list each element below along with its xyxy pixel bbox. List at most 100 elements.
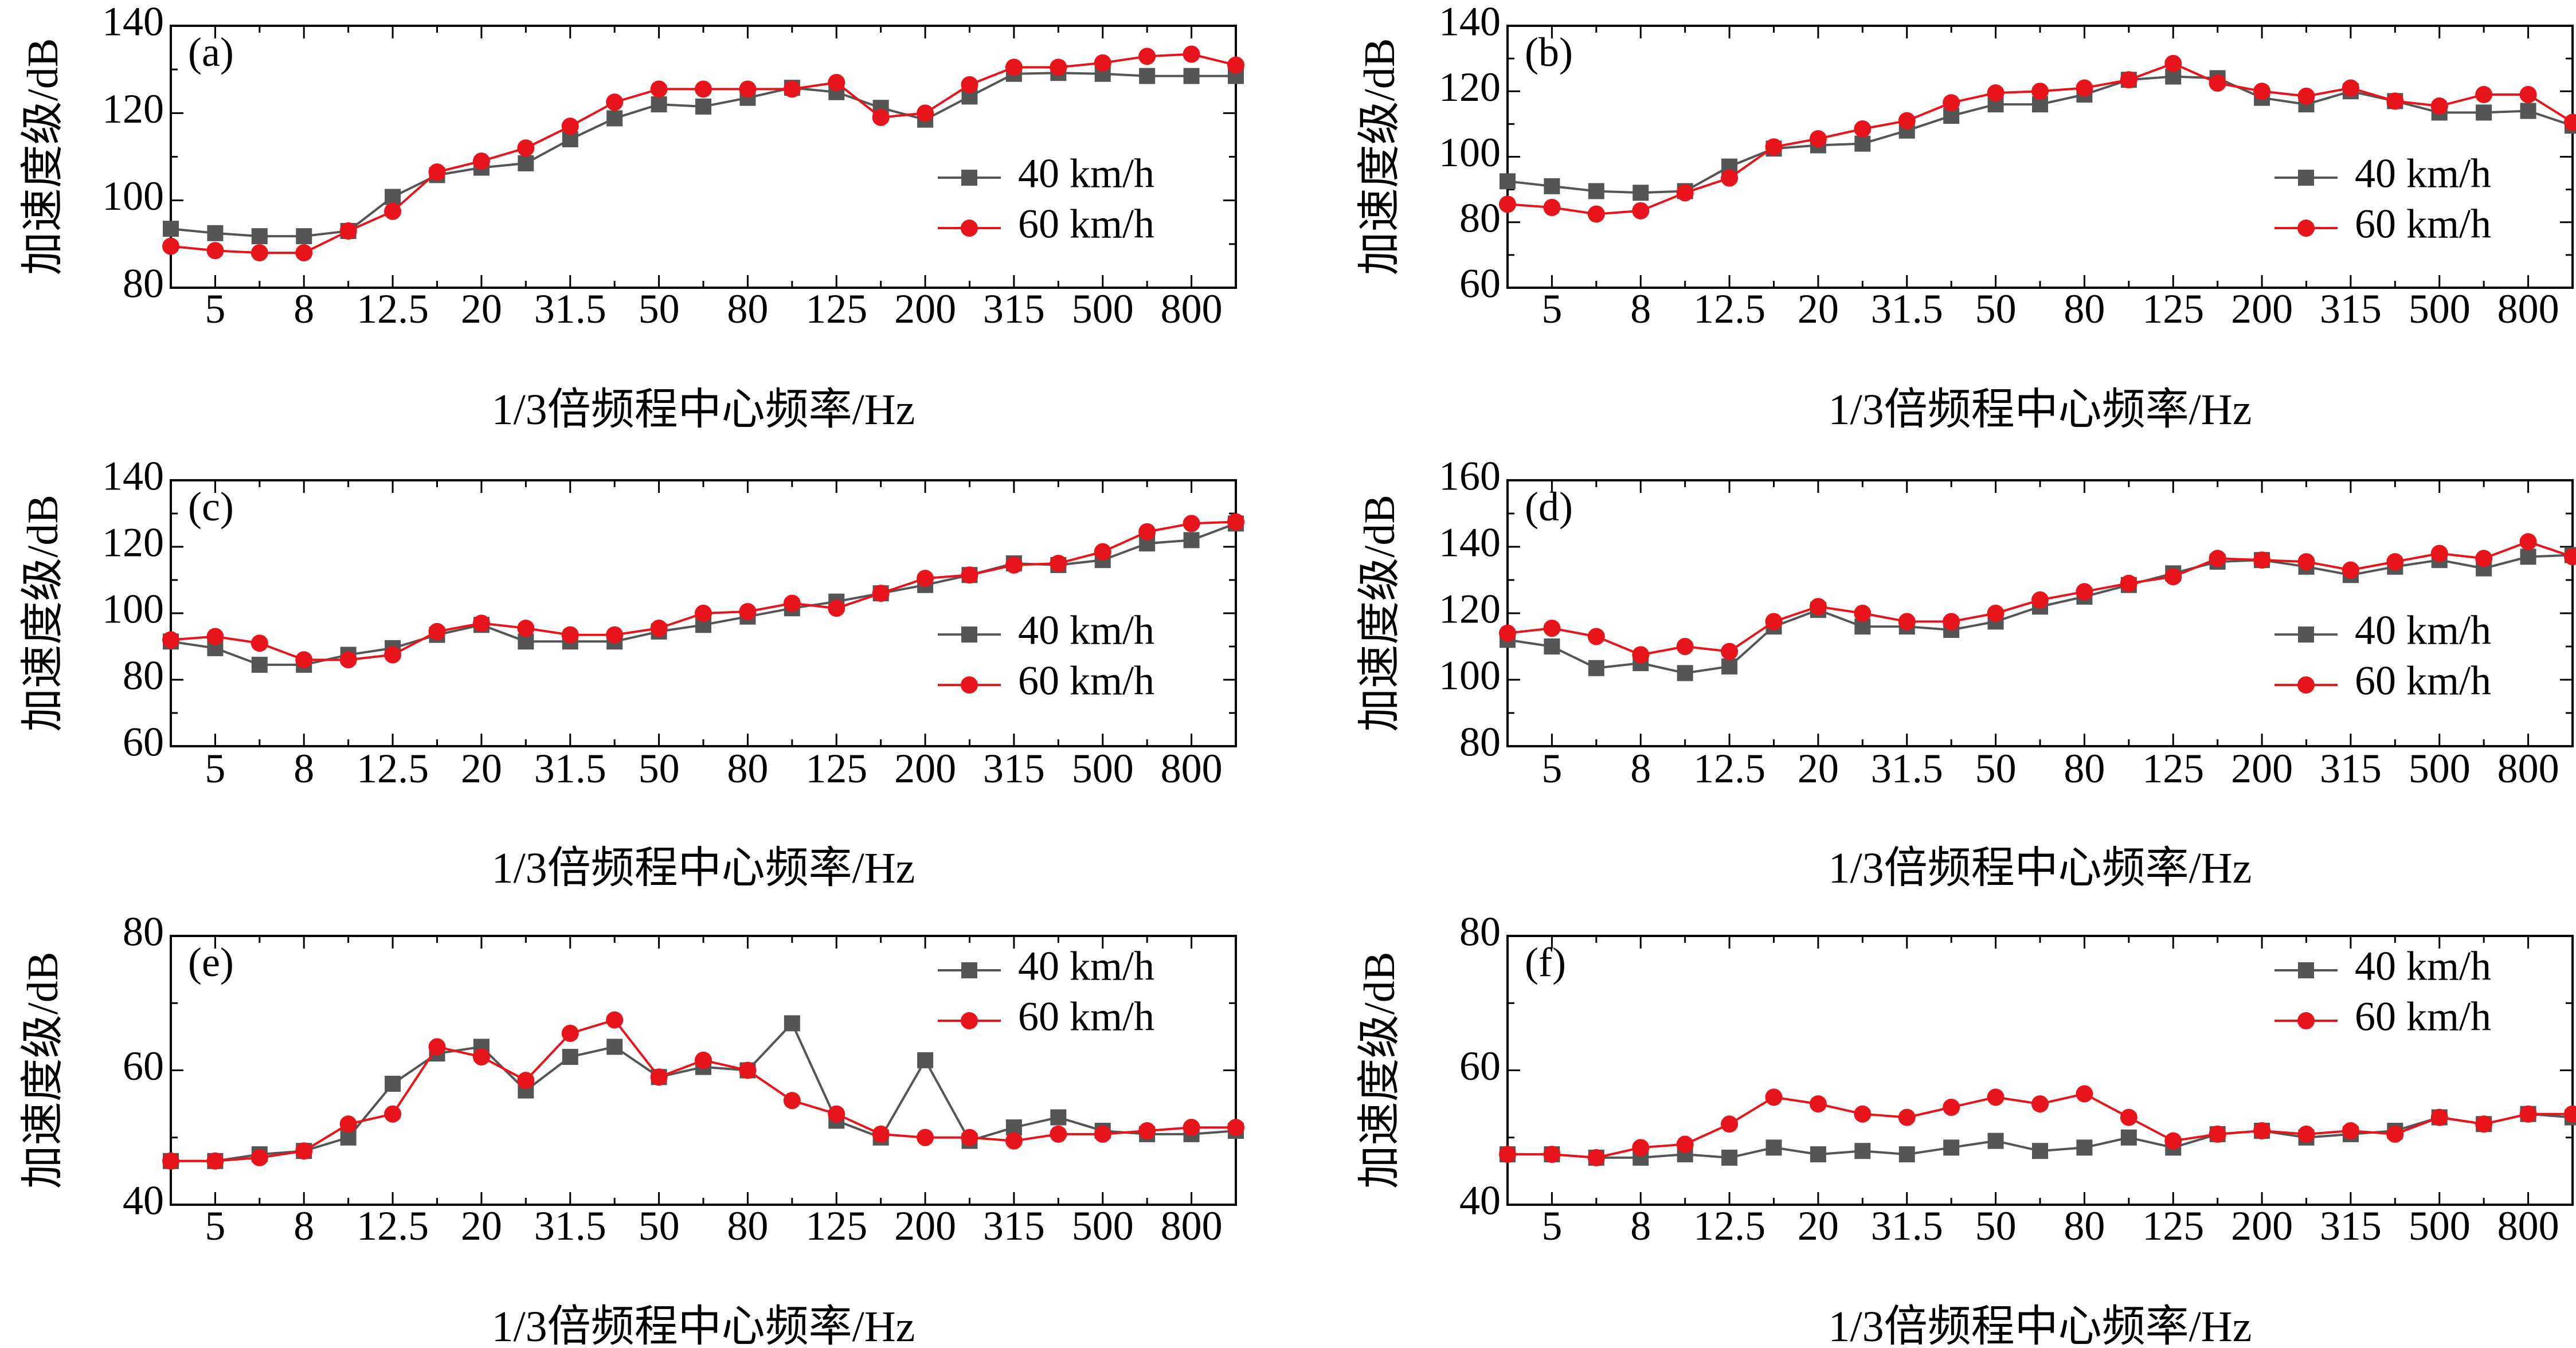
x-tick-label: 20: [1798, 746, 1839, 791]
legend-marker-circle: [2297, 1012, 2315, 1029]
data-point-60kmh: [872, 585, 890, 602]
x-tick-label: 50: [639, 746, 680, 791]
legend-label: 40 km/h: [2355, 151, 2491, 197]
data-point-60kmh: [1005, 556, 1023, 574]
x-tick-label: 315: [983, 1203, 1045, 1249]
data-point-60kmh: [2120, 71, 2137, 89]
data-point-60kmh: [250, 1149, 268, 1166]
data-point-60kmh: [961, 76, 978, 93]
data-point-60kmh: [606, 1011, 624, 1029]
data-point-60kmh: [1898, 1108, 1916, 1126]
data-point-60kmh: [206, 628, 224, 645]
data-point-60kmh: [1499, 1146, 1516, 1163]
data-point-40kmh: [2520, 103, 2536, 119]
y-axis-title: 加速度级/dB: [1356, 495, 1404, 732]
data-point-60kmh: [2564, 548, 2576, 566]
data-point-60kmh: [650, 1068, 668, 1086]
x-tick-label: 50: [1975, 1203, 2017, 1249]
data-point-60kmh: [2253, 83, 2271, 100]
legend-label: 60 km/h: [1018, 994, 1154, 1040]
y-tick-label: 60: [123, 1043, 164, 1089]
legend-label: 40 km/h: [2355, 943, 2491, 989]
data-point-60kmh: [1854, 1105, 1872, 1123]
x-tick-label: 80: [727, 1203, 768, 1249]
data-point-40kmh: [1183, 532, 1200, 548]
data-point-60kmh: [517, 620, 535, 637]
data-point-60kmh: [1094, 543, 1111, 561]
data-point-40kmh: [1898, 1146, 1915, 1163]
data-point-60kmh: [2076, 79, 2093, 97]
data-point-60kmh: [384, 1105, 402, 1123]
data-point-60kmh: [695, 605, 712, 622]
y-tick-label: 100: [102, 173, 164, 219]
data-point-60kmh: [1809, 130, 1827, 148]
legend-marker-square: [2298, 170, 2314, 186]
data-point-60kmh: [2120, 574, 2137, 592]
panel-c: 5 8 12.5 20 31.5 50 80 125 200 315 500 800 60 80 100 12…: [19, 453, 1244, 892]
data-point-60kmh: [561, 1025, 579, 1043]
data-point-60kmh: [872, 1125, 890, 1143]
data-point-60kmh: [1005, 1132, 1023, 1150]
data-point-60kmh: [2342, 79, 2359, 97]
data-point-60kmh: [1765, 138, 1783, 156]
y-tick-label: 140: [1439, 520, 1501, 566]
data-point-60kmh: [961, 1128, 978, 1146]
data-point-60kmh: [650, 620, 668, 637]
panel-f: 5 8 12.5 20 31.5 50 80 125 200 315 500 800 40 60 80 (f)…: [1356, 909, 2576, 1348]
legend-label: 40 km/h: [1018, 151, 1154, 197]
y-tick-label: 100: [1439, 130, 1501, 175]
x-tick-label: 800: [2497, 1203, 2559, 1249]
data-point-60kmh: [1721, 642, 1739, 660]
data-point-60kmh: [1050, 58, 1067, 76]
x-tick-label: 8: [293, 1203, 314, 1249]
legend-label: 60 km/h: [1018, 201, 1154, 247]
x-tick-label: 80: [2064, 746, 2105, 791]
data-point-60kmh: [517, 139, 535, 157]
x-tick-label: 200: [894, 1203, 956, 1249]
x-tick-label: 20: [1798, 286, 1839, 332]
data-point-60kmh: [1676, 1135, 1694, 1153]
x-tick-label: 800: [1161, 286, 1223, 332]
x-tick-label: 80: [2064, 1203, 2105, 1249]
data-point-60kmh: [206, 242, 224, 260]
y-tick-label: 80: [123, 653, 164, 699]
data-point-60kmh: [472, 152, 490, 170]
data-point-60kmh: [2209, 550, 2226, 567]
x-tick-label: 315: [983, 746, 1045, 791]
data-point-60kmh: [472, 614, 490, 632]
data-point-60kmh: [162, 631, 179, 649]
data-point-40kmh: [1943, 1139, 1960, 1156]
data-point-60kmh: [1765, 613, 1783, 630]
data-point-60kmh: [2164, 1132, 2182, 1150]
y-tick-label: 100: [102, 586, 164, 632]
data-point-60kmh: [339, 222, 357, 240]
data-point-40kmh: [2476, 104, 2492, 121]
x-tick-label: 200: [2231, 286, 2293, 332]
data-point-60kmh: [917, 104, 934, 122]
x-tick-label: 500: [2409, 746, 2471, 791]
data-point-60kmh: [384, 202, 402, 220]
x-tick-label: 800: [1161, 746, 1223, 791]
data-point-40kmh: [1987, 1133, 2004, 1149]
data-point-60kmh: [2297, 553, 2315, 571]
data-point-40kmh: [1810, 1146, 1826, 1163]
data-point-60kmh: [739, 603, 757, 621]
y-tick-label: 140: [102, 453, 164, 499]
legend-label: 60 km/h: [2355, 201, 2491, 247]
data-point-40kmh: [1139, 68, 1156, 84]
x-tick-label: 50: [1975, 746, 2017, 791]
data-point-60kmh: [2475, 550, 2493, 567]
x-tick-label: 31.5: [1871, 746, 1943, 791]
y-tick-label: 80: [123, 261, 164, 307]
data-point-40kmh: [917, 1052, 934, 1068]
legend-marker-square: [961, 962, 977, 978]
x-tick-label: 5: [205, 746, 225, 791]
x-axis-title: 1/3倍频程中心频率/Hz: [492, 844, 915, 892]
data-point-60kmh: [1987, 1088, 2005, 1106]
data-point-60kmh: [1987, 605, 2005, 622]
x-tick-label: 50: [639, 286, 680, 332]
data-point-60kmh: [606, 626, 624, 644]
data-point-60kmh: [1632, 202, 1650, 220]
data-point-60kmh: [1050, 1125, 1067, 1143]
data-point-60kmh: [2475, 1115, 2493, 1133]
